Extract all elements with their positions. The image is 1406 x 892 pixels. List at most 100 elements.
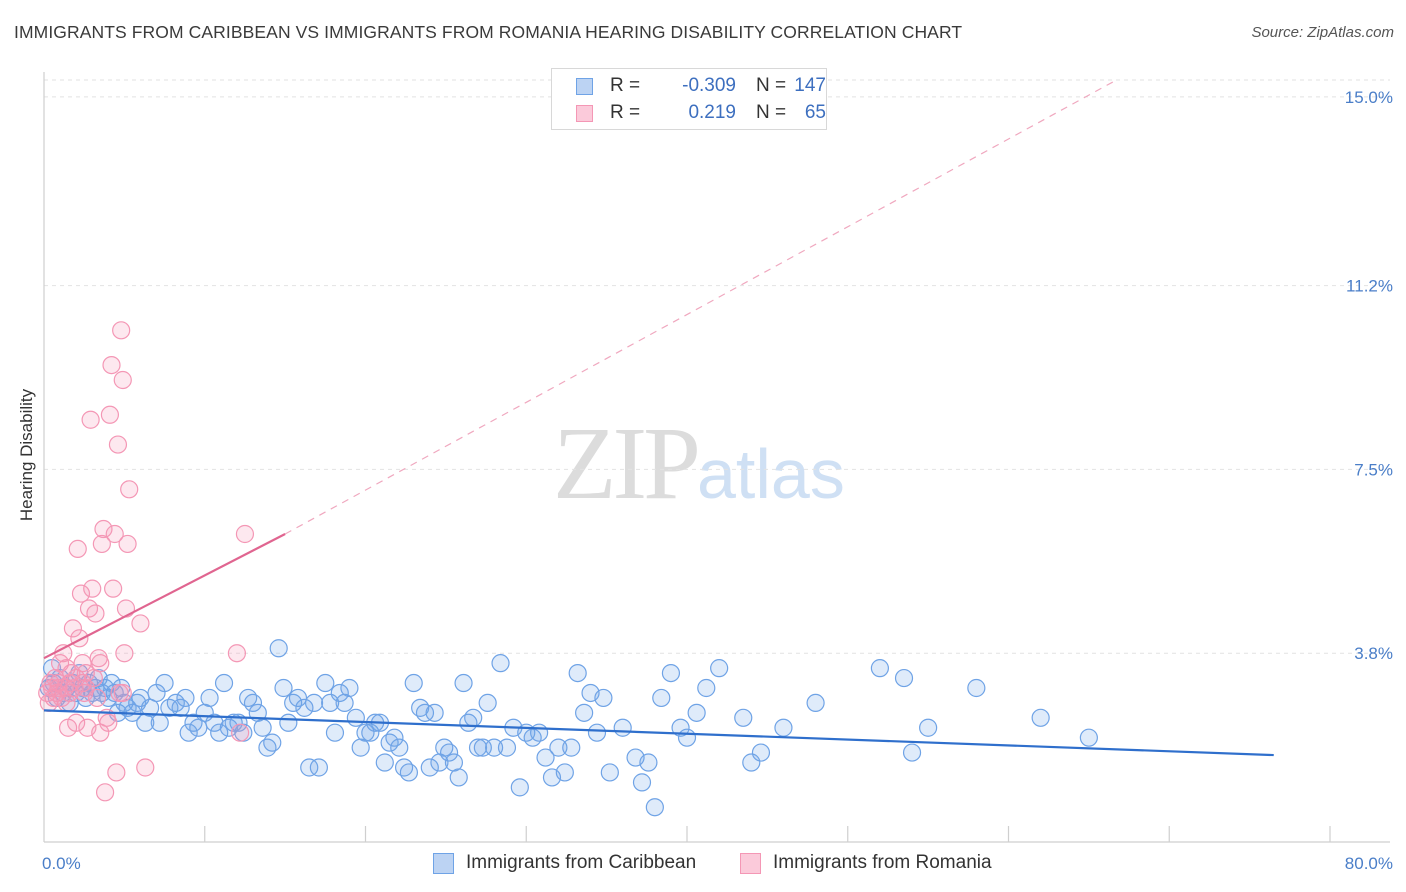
legend-n-value: 65 (804, 102, 826, 123)
caribbean-point (510, 778, 529, 797)
romania-point (108, 435, 128, 454)
caribbean-point (239, 688, 258, 708)
watermark: ZIPatlas (553, 404, 845, 523)
romania-point (63, 619, 83, 638)
caribbean-point (356, 723, 375, 742)
caribbean-point (321, 693, 340, 713)
romania-point (235, 524, 255, 544)
y-tick-label: 11.2% (1346, 277, 1393, 296)
caribbean-point (404, 673, 423, 693)
caribbean-point (478, 693, 497, 713)
y-tick-label: 7.5% (1354, 460, 1393, 479)
caribbean-point (671, 718, 690, 737)
romania-point (94, 519, 113, 539)
caribbean-point (258, 738, 277, 757)
caribbean-point (316, 673, 335, 693)
caribbean-point (870, 659, 890, 678)
caribbean-point (742, 753, 761, 772)
x-tick-label: 0.0% (42, 854, 81, 873)
romania-point (95, 783, 115, 802)
caribbean-point (346, 708, 365, 727)
caribbean-point (562, 738, 581, 757)
caribbean-point (449, 768, 468, 787)
caribbean-point (219, 718, 238, 737)
romania-point (71, 584, 91, 603)
legend-r-value: -0.309 (682, 75, 736, 96)
caribbean-point (645, 798, 664, 817)
caribbean-point (224, 713, 243, 732)
caribbean-point (243, 693, 263, 713)
romania-trend-extension (284, 81, 1114, 535)
caribbean-point (176, 688, 195, 708)
caribbean-point (587, 723, 607, 742)
caribbean-point (1031, 708, 1050, 727)
caribbean-point (385, 728, 404, 747)
caribbean-point (536, 748, 555, 767)
caribbean-point (575, 703, 594, 722)
romania-point (68, 539, 87, 559)
caribbean-point (600, 763, 619, 782)
caribbean-point (179, 723, 198, 742)
romania-point (118, 534, 137, 554)
caribbean-point (390, 738, 409, 757)
caribbean-point (751, 743, 771, 762)
legend-n-label: N = (756, 102, 787, 123)
romania-point (91, 654, 110, 673)
caribbean-point (697, 678, 716, 698)
legend-r-value: 0.219 (688, 102, 736, 123)
romania-legend-swatch (740, 853, 761, 874)
caribbean-point (399, 763, 419, 782)
caribbean-point (806, 693, 825, 713)
caribbean-point (497, 738, 517, 757)
caribbean-point (435, 738, 454, 757)
romania-point (115, 644, 134, 663)
romania-point (100, 405, 120, 424)
romania-point (105, 524, 124, 544)
caribbean-point (677, 728, 697, 747)
caribbean-point (361, 723, 380, 742)
caribbean-point (375, 753, 394, 772)
caribbean-trend-line (43, 709, 1274, 757)
caribbean-point (394, 758, 414, 777)
chart-title: IMMIGRANTS FROM CARIBBEAN VS IMMIGRANTS … (14, 22, 963, 42)
romania-point (49, 673, 68, 693)
caribbean-swatch (576, 78, 593, 95)
caribbean-point (555, 763, 574, 782)
caribbean-point (710, 659, 729, 678)
caribbean-legend-label: Immigrants from Caribbean (466, 852, 697, 873)
legend-r-label: R = (610, 102, 641, 123)
romania-point (136, 758, 155, 777)
caribbean-point (485, 738, 504, 757)
romania-point (49, 678, 68, 698)
romania-point (81, 410, 100, 429)
caribbean-point (687, 703, 706, 722)
caribbean-point (632, 773, 652, 792)
romania-point (102, 355, 121, 375)
caribbean-point (594, 688, 613, 708)
romania-point (76, 678, 95, 698)
y-tick-label: 3.8% (1354, 644, 1393, 663)
romania-point (104, 579, 123, 598)
caribbean-point (661, 663, 681, 683)
source-label: Source: ZipAtlas.com (1251, 24, 1394, 41)
caribbean-point (639, 753, 658, 772)
caribbean-point (263, 733, 282, 752)
caribbean-point (269, 639, 288, 658)
x-tick-label: 80.0% (1345, 854, 1393, 873)
caribbean-point (454, 673, 473, 693)
caribbean-point (166, 693, 185, 713)
caribbean-point (415, 703, 435, 722)
romania-point (83, 579, 102, 598)
romania-point (112, 321, 131, 340)
caribbean-point (420, 758, 439, 777)
caribbean-point (284, 693, 303, 713)
caribbean-point (200, 688, 219, 708)
romania-trend-line (43, 533, 286, 660)
romania-point (57, 693, 76, 713)
romania-point (67, 713, 86, 732)
caribbean-point (150, 713, 169, 732)
correlation-legend: R = -0.309 N = 147 R = 0.219 N = 65 (551, 68, 827, 130)
caribbean-point (464, 708, 483, 727)
caribbean-point (380, 733, 399, 752)
romania-point (86, 604, 105, 623)
